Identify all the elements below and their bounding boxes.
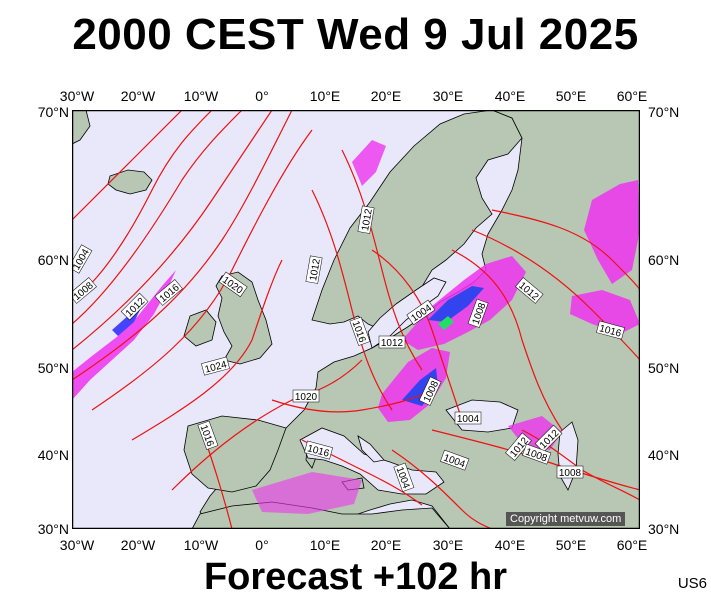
isobar-label: 1012 [360,208,375,232]
precip-urals [584,180,640,284]
great-britain-land [215,271,273,365]
isobar-line [131,259,283,441]
precip-atlantic [72,270,176,400]
isobar-line [72,110,183,221]
precip-africa [252,472,362,514]
lon-label-top: 50°E [555,88,587,104]
model-label: US6 [677,575,707,592]
isobar-line [371,249,463,421]
isobar-line [451,249,563,431]
isobar-line [341,149,423,371]
lon-label-top: 30°W [59,88,95,104]
isobar-label: 1012 [381,338,404,349]
isobar-line [72,110,213,301]
forecast-label: Forecast +102 hr [203,556,508,598]
precip-baltic-heavy [438,316,454,330]
lat-label-right: 70°N [648,104,680,120]
lat-label-right: 50°N [648,360,680,376]
greenland-land [72,110,91,145]
lon-label-top: 10°E [309,88,341,104]
lon-label-bottom: 10°W [183,537,219,553]
isobar-label: 1008 [559,468,582,479]
lon-label-bottom: 20°E [370,537,402,553]
lon-label-top: 0° [255,88,269,104]
isobar-line [471,229,640,361]
isobar-label: 1012 [308,258,323,282]
copyright-badge: Copyright metvuw.com [506,512,626,526]
precip-baltic-core [428,286,484,322]
precip-east [570,290,640,334]
isobar-line [91,129,313,411]
north-africa-land [191,501,451,529]
lon-label-top: 20°W [120,88,156,104]
map-frame [72,110,640,529]
lon-label-bottom: 40°E [494,537,526,553]
lon-label-bottom: 30°W [59,537,95,553]
precip-scandinavia [352,140,386,186]
lat-label-right: 40°N [648,447,680,463]
isobar-line [72,110,293,381]
lon-label-top: 40°E [494,88,526,104]
lon-label-bottom: 10°E [309,537,341,553]
adriatic-sea [357,435,385,463]
lon-label-top: 60°E [616,88,648,104]
isobar-line [171,359,363,491]
isobar-line [311,189,393,411]
lat-label-left: 60°N [37,252,69,268]
lon-label-bottom: 60°E [616,537,648,553]
lon-label-top: 10°W [183,88,219,104]
lat-label-right: 30°N [648,521,680,537]
isobar-line [271,389,433,413]
lat-label-left: 30°N [37,521,69,537]
lat-label-right: 60°N [648,252,680,268]
isobar-line [491,209,640,291]
precipitation [72,140,640,514]
isobar-line [391,449,493,529]
weather-map: 1004 1008 1012 1016 1020 1024 1012 1012 … [72,110,640,529]
lat-label-left: 40°N [37,447,69,463]
isobar-line [72,110,243,325]
baltic-sea [367,277,447,349]
lat-label-left: 70°N [37,104,69,120]
lon-label-bottom: 50°E [555,537,587,553]
lat-label-left: 50°N [37,360,69,376]
lon-label-bottom: 20°W [120,537,156,553]
map-title: 2000 CEST Wed 9 Jul 2025 [72,10,639,59]
lon-label-bottom: 0° [255,537,269,553]
lon-label-top: 30°E [432,88,464,104]
lon-label-top: 20°E [370,88,402,104]
isobar-label: 1004 [457,414,480,425]
iceland-land [107,169,153,195]
lon-label-bottom: 30°E [432,537,464,553]
isobar-label: 1020 [295,392,318,403]
isobar-line [72,110,273,351]
